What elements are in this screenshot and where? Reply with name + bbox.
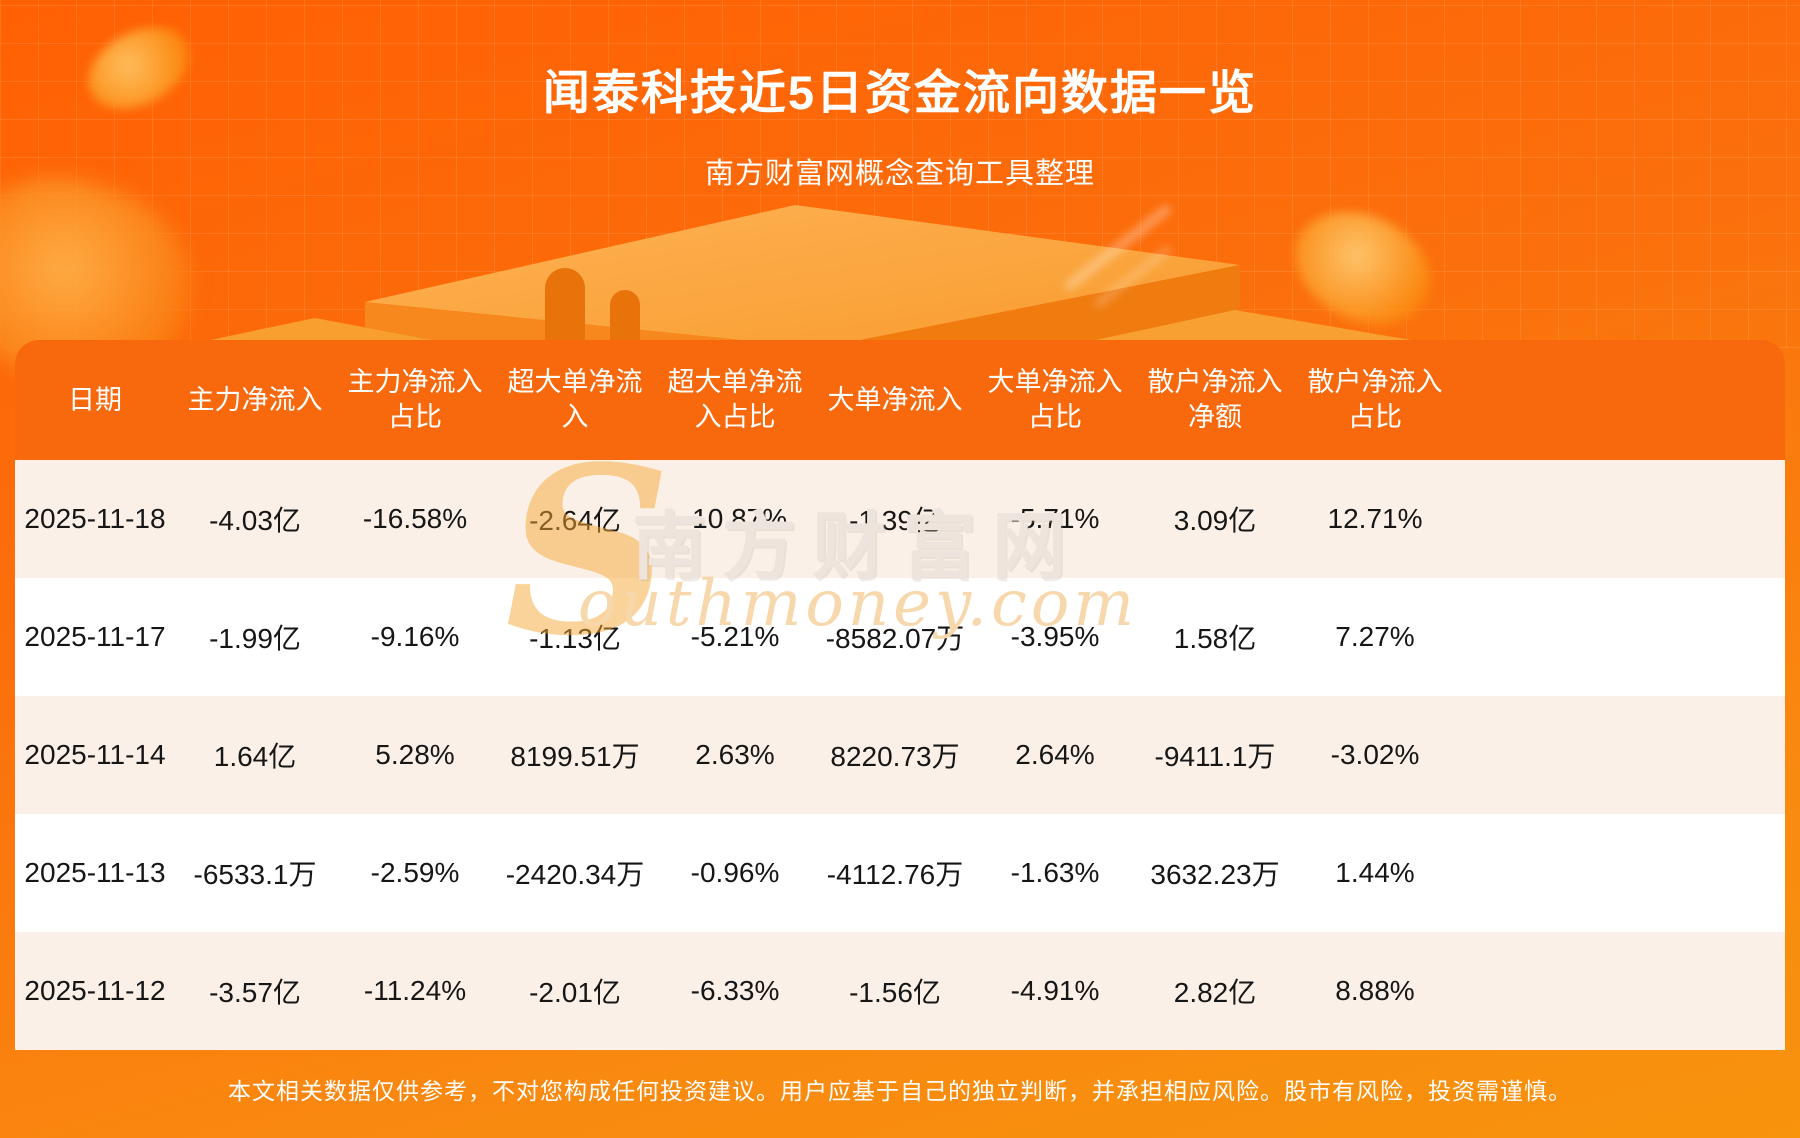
table-cell: -16.58% xyxy=(362,503,468,534)
table-cell: -2.01亿 xyxy=(529,977,621,1008)
table-cell: 3.09亿 xyxy=(1173,505,1257,536)
table-row: 2025-11-14 1.64亿 5.28% 8199.51万 2.63% 8220.73… xyxy=(15,696,1785,814)
fund-flow-table: 日期 主力净流入 主力净流入占比 超大单净流入 超大单净流入占比 大单净流入 大单净流入占比… xyxy=(15,340,1785,1050)
table-cell: 2025-11-12 xyxy=(24,975,166,1006)
table-cell: -0.96% xyxy=(690,857,780,888)
table-cell: 2025-11-17 xyxy=(24,621,166,652)
table-cell: -9.16% xyxy=(370,621,460,652)
table-cell: 2025-11-14 xyxy=(24,739,166,770)
table-cell: 8199.51万 xyxy=(510,741,640,772)
table-header-row: 日期 主力净流入 主力净流入占比 超大单净流入 超大单净流入占比 大单净流入 大单净流入占比… xyxy=(15,340,1785,460)
table-cell: -6533.1万 xyxy=(193,859,317,890)
table-cell: -1.13亿 xyxy=(529,623,621,654)
column-header: 散户净流入净额 xyxy=(1147,367,1283,432)
table-cell: 5.28% xyxy=(375,739,455,770)
table-cell: -5.21% xyxy=(690,621,780,652)
table-body: 2025-11-18 -4.03亿 -16.58% -2.64亿 -10.87% -1.3… xyxy=(15,460,1785,1050)
column-header: 日期 xyxy=(68,384,122,415)
table-cell: 2025-11-18 xyxy=(24,503,166,534)
table-cell: -2.64亿 xyxy=(529,505,621,536)
table-cell: -1.63% xyxy=(1010,857,1100,888)
column-header: 超大单净流入 xyxy=(507,367,643,432)
table-cell: -2420.34万 xyxy=(505,859,645,890)
disclaimer-text: 本文相关数据仅供参考，不对您构成任何投资建议。用户应基于自己的独立判断，并承担相… xyxy=(228,1078,1572,1104)
page-title: 闻泰科技近5日资金流向数据一览 xyxy=(542,66,1258,119)
table-row: 2025-11-12 -3.57亿 -11.24% -2.01亿 -6.33% -1.56… xyxy=(15,932,1785,1050)
table-cell: 2.63% xyxy=(695,739,775,770)
table-cell: 1.44% xyxy=(1335,857,1415,888)
table-cell: -1.39亿 xyxy=(849,505,941,536)
table-cell: 8220.73万 xyxy=(830,741,960,772)
table-cell: -4.91% xyxy=(1010,975,1100,1006)
column-header: 主力净流入 xyxy=(187,384,323,415)
table-cell: -2.59% xyxy=(370,857,460,888)
table-cell: -3.02% xyxy=(1330,739,1420,770)
table-cell: 2025-11-13 xyxy=(24,857,166,888)
table-cell: -5.71% xyxy=(1010,503,1100,534)
column-header: 超大单净流入占比 xyxy=(667,367,803,432)
table-cell: 3632.23万 xyxy=(1150,859,1280,890)
table-cell: 8.88% xyxy=(1335,975,1415,1006)
table-cell: -1.99亿 xyxy=(209,623,301,654)
table-cell: 7.27% xyxy=(1335,621,1415,652)
column-header: 主力净流入占比 xyxy=(347,367,483,432)
table-cell: 1.58亿 xyxy=(1173,623,1257,654)
table-cell: -8582.07万 xyxy=(825,623,965,654)
table-cell: -11.24% xyxy=(363,975,467,1006)
column-header: 散户净流入占比 xyxy=(1307,367,1443,432)
table-cell: 2.64% xyxy=(1015,739,1095,770)
column-header: 大单净流入占比 xyxy=(987,367,1123,432)
table-cell: -1.56亿 xyxy=(849,977,941,1008)
table-cell: 2.82亿 xyxy=(1173,977,1257,1008)
table-cell: -6.33% xyxy=(690,975,780,1006)
table-cell: -10.87% xyxy=(682,503,788,534)
table-row: 2025-11-17 -1.99亿 -9.16% -1.13亿 -5.21% -8582.… xyxy=(15,578,1785,696)
table-cell: -3.95% xyxy=(1010,621,1100,652)
podium-3d-boxes xyxy=(162,205,1440,350)
table-cell: 12.71% xyxy=(1327,503,1423,534)
table-cell: 1.64亿 xyxy=(213,741,297,772)
table-cell: -9411.1万 xyxy=(1154,741,1276,772)
table-cell: -4112.76万 xyxy=(826,859,964,890)
table-row: 2025-11-13 -6533.1万 -2.59% -2420.34万 -0.96% -… xyxy=(15,814,1785,932)
table-row: 2025-11-18 -4.03亿 -16.58% -2.64亿 -10.87% -1.3… xyxy=(15,460,1785,578)
column-header: 大单净流入 xyxy=(827,384,963,415)
table-cell: -3.57亿 xyxy=(209,977,301,1008)
table-cell: -4.03亿 xyxy=(209,505,301,536)
page-subtitle: 南方财富网概念查询工具整理 xyxy=(704,158,1095,190)
